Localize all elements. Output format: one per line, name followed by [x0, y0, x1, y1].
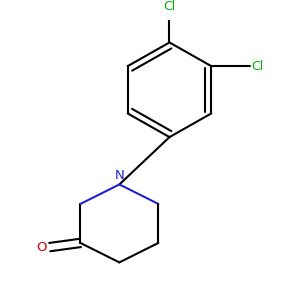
Text: O: O [37, 241, 47, 254]
Text: Cl: Cl [252, 60, 264, 73]
Text: Cl: Cl [164, 0, 175, 13]
Text: N: N [115, 169, 124, 182]
